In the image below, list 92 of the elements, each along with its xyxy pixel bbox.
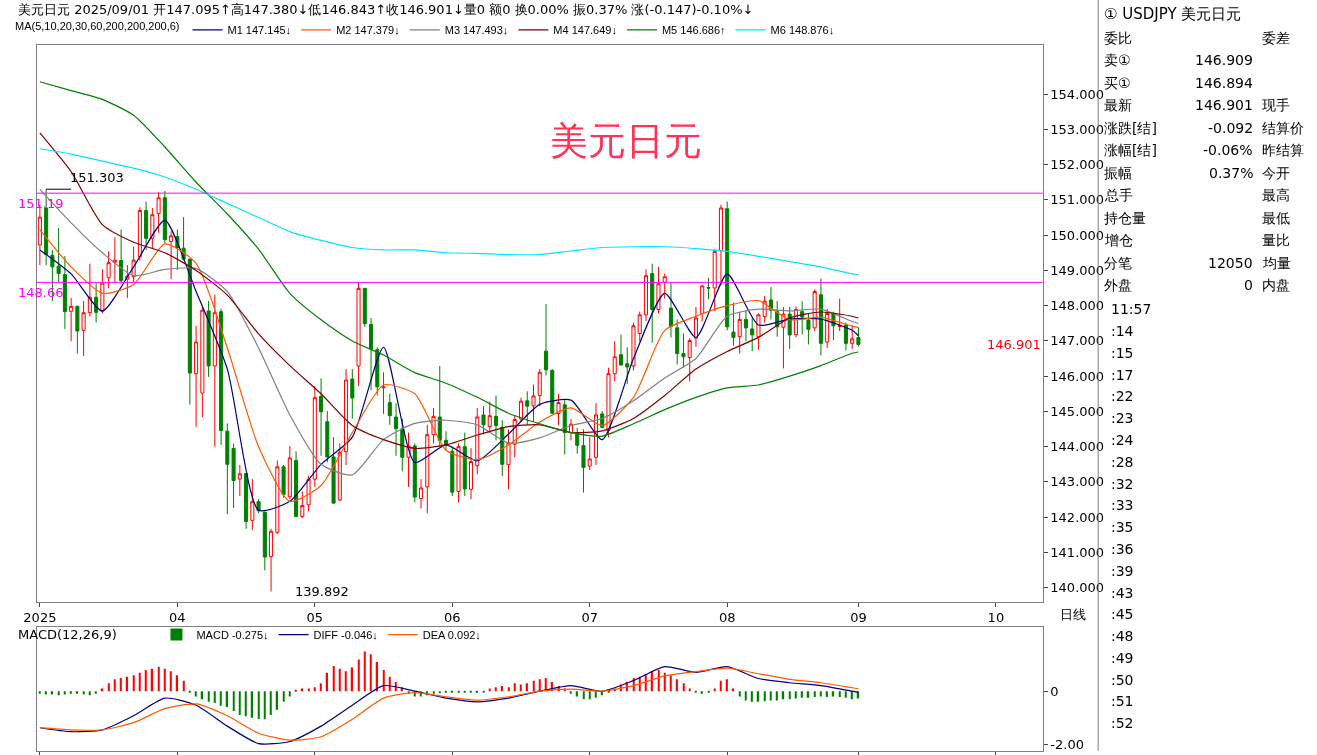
legend-label: M4 147.649↓ [553, 24, 617, 37]
x-tick-label: 09 [850, 610, 867, 626]
y-tick-label: 144.000 [1050, 439, 1105, 455]
text: :28 [1111, 454, 1134, 470]
text: :14 [1111, 323, 1134, 339]
text: :51 [1111, 693, 1134, 709]
text: :43 [1111, 585, 1134, 601]
text: :48 [1111, 628, 1134, 644]
text: 12050 [1208, 255, 1253, 271]
category-label: 均量 [1263, 255, 1291, 271]
y-tick-label: 143.000 [1050, 474, 1105, 490]
x-tick-label: 06 [444, 610, 461, 626]
category-label: 今开 [1262, 165, 1290, 181]
text: 11:57 [1111, 301, 1152, 317]
text: :39 [1111, 563, 1134, 579]
category-label: 振幅 [1104, 165, 1132, 181]
y-tick-label: 147.000 [1050, 333, 1105, 349]
text: :32 [1111, 476, 1134, 492]
text: -0.092 [1208, 120, 1254, 136]
legend-label: M6 148.876↓ [770, 24, 835, 37]
y-tick-label: 154.000 [1050, 86, 1105, 102]
text: 日线 [1060, 607, 1086, 622]
legend-label: M3 147.493↓ [444, 24, 509, 37]
x-tick-label: 07 [581, 610, 599, 626]
y-tick-label: 151.000 [1050, 192, 1105, 208]
text: 美元日元 [550, 119, 702, 163]
category-label: 分笔 [1104, 255, 1132, 271]
category-label: 结算价 [1262, 120, 1304, 136]
category-label: 昨结算 [1262, 142, 1304, 158]
annotation: 139.892 [295, 584, 349, 599]
text: 146.901 [1195, 97, 1253, 113]
category-label: 最新 [1104, 97, 1132, 113]
text: :15 [1111, 345, 1134, 361]
category-label: 涨跌[结] [1104, 120, 1157, 136]
y-tick-label: 142.000 [1050, 509, 1105, 525]
category-label: 最高 [1262, 187, 1290, 203]
x-tick-label: 08 [718, 610, 736, 626]
category-label: 外盘 [1104, 277, 1132, 293]
x-tick-label: 04 [169, 610, 186, 626]
y-tick-label: 152.000 [1050, 157, 1105, 173]
legend-label: M2 147.379↓ [336, 24, 400, 37]
text: ① USDJPY 美元日元 [1104, 5, 1242, 23]
y-tick-label: 149.000 [1050, 262, 1105, 278]
y-tick-label: -2.00 [1050, 736, 1084, 752]
category-label: 涨幅[结] [1104, 142, 1157, 158]
y-tick-label: 141.000 [1050, 544, 1105, 560]
legend-label: M1 147.145↓ [227, 24, 292, 37]
text: :17 [1111, 367, 1134, 383]
category-label: 增仓 [1105, 232, 1133, 248]
text: :24 [1111, 432, 1134, 448]
text: :36 [1111, 541, 1134, 557]
text: :50 [1111, 672, 1134, 688]
text: 0 [1244, 277, 1253, 293]
legend-label: DEA 0.092↓ [422, 628, 481, 641]
text: :45 [1111, 606, 1134, 622]
category-label: 委比 [1104, 30, 1132, 46]
category-label: 卖① [1104, 52, 1131, 68]
category-label: 现手 [1262, 97, 1290, 113]
text: :33 [1111, 497, 1134, 513]
y-tick-label: 0 [1050, 683, 1059, 699]
text: 0.37% [1209, 165, 1254, 181]
y-tick-label: 140.000 [1050, 580, 1105, 596]
x-tick-label: 05 [306, 610, 324, 626]
text: -0.06% [1203, 142, 1253, 158]
y-tick-label: 145.000 [1050, 403, 1105, 419]
category-label: 持仓量 [1104, 210, 1146, 226]
category-label: 买① [1104, 75, 1131, 91]
y-tick-label: 150.000 [1050, 227, 1105, 243]
text: 146.909 [1195, 52, 1253, 68]
text: :52 [1111, 715, 1134, 731]
category-label: 总手 [1105, 187, 1133, 203]
y-tick-label: 148.000 [1050, 298, 1105, 314]
category-label: 内盘 [1262, 277, 1290, 293]
legend-title: MA(5,10,20,30,60,200,200,200,6) [15, 19, 180, 32]
y-tick-label: 146.000 [1050, 368, 1105, 384]
y-tick-label: 153.000 [1050, 121, 1105, 137]
annotation: 146.901 [987, 337, 1041, 352]
legend-label: MACD -0.275↓ [196, 628, 269, 641]
x-tick-label: 10 [987, 610, 1005, 626]
legend-label: DIFF -0.046↓ [313, 628, 378, 641]
chart-subtitle: 美元日元 2025/09/01 开147.095↑高147.380↓低146.843↑收146.901↓量0 额0 换0.00% 振0.37% 涨(-0.147)-0.10%↓ [18, 2, 754, 17]
legend-label: M5 146.686↑ [661, 24, 726, 37]
text: :23 [1111, 410, 1134, 426]
text: 146.894 [1195, 75, 1253, 91]
category-label: 委差 [1262, 30, 1290, 46]
category-label: 量比 [1262, 232, 1290, 248]
text: :49 [1111, 650, 1134, 666]
x-tick-label: 2025 [23, 610, 57, 626]
text: :35 [1111, 519, 1134, 535]
annotation: MACD(12,26,9) [18, 627, 117, 642]
category-label: 最低 [1262, 210, 1290, 226]
text: :22 [1111, 388, 1134, 404]
